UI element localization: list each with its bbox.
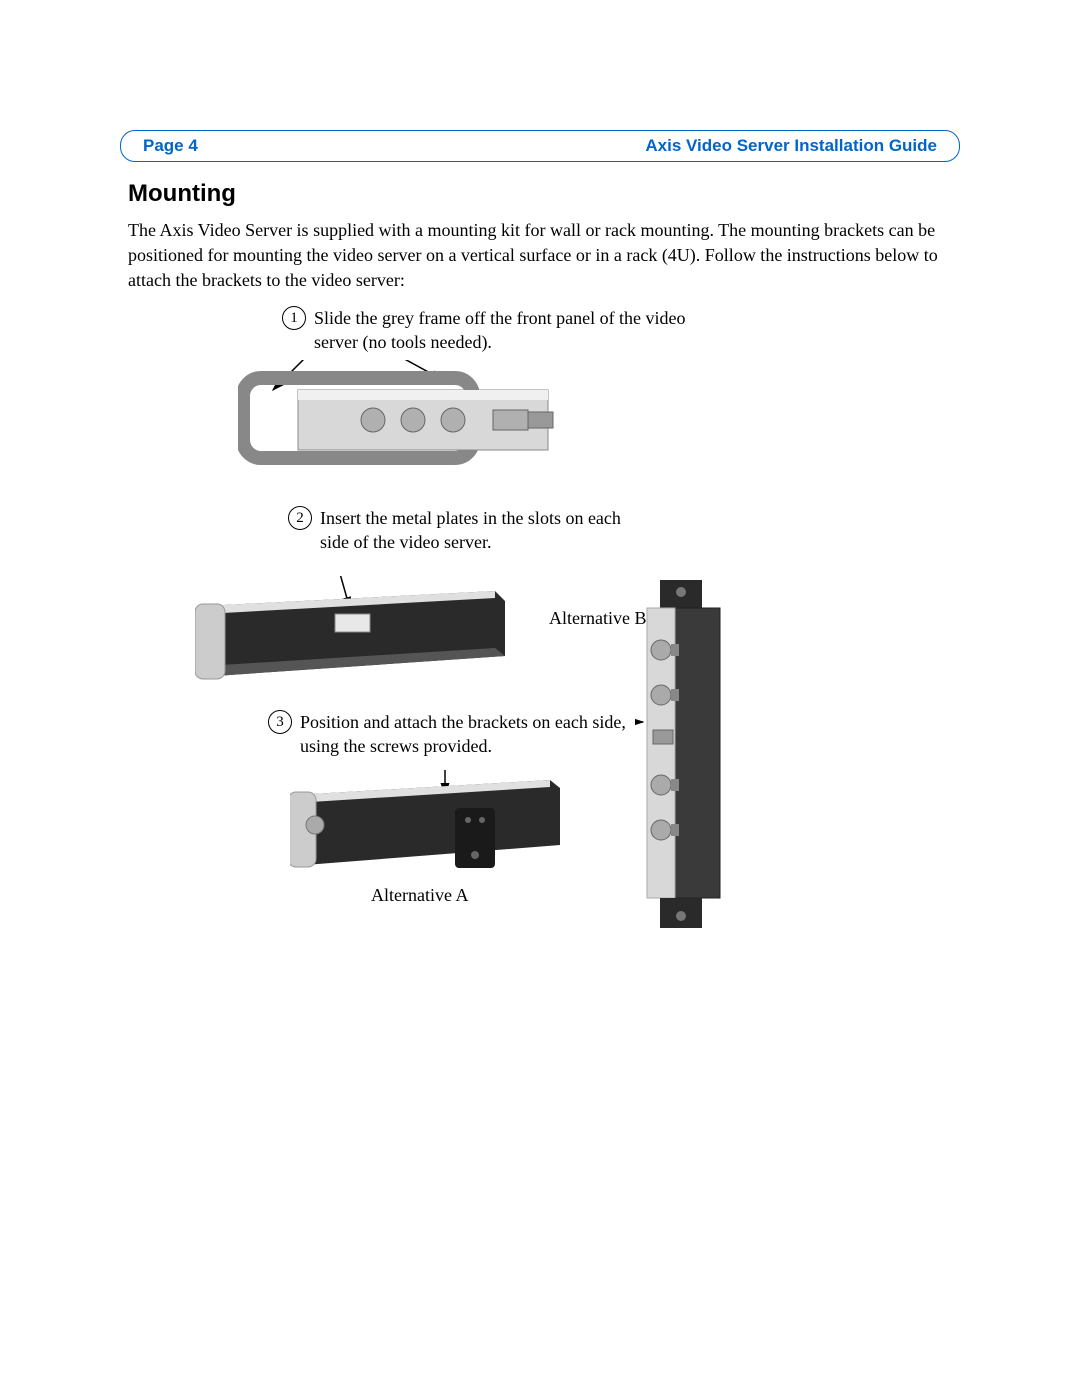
step-2-number: 2 xyxy=(288,506,312,530)
intro-paragraph: The Axis Video Server is supplied with a… xyxy=(128,218,952,294)
page-number: Page 4 xyxy=(143,136,198,156)
section-title: Mounting xyxy=(128,180,236,208)
figure-alternative-a xyxy=(290,770,580,880)
header-bar: Page 4 Axis Video Server Installation Gu… xyxy=(120,130,960,162)
alternative-b-label: Alternative B xyxy=(549,608,646,629)
step-3-number: 3 xyxy=(268,710,292,734)
step-2-text: Insert the metal plates in the slots on … xyxy=(320,506,640,555)
step-1-number: 1 xyxy=(282,306,306,330)
document-title: Axis Video Server Installation Guide xyxy=(645,136,937,156)
step-3: 3 Position and attach the brackets on ea… xyxy=(268,710,640,759)
figure-step-2 xyxy=(195,576,525,691)
step-1-text: Slide the grey frame off the front panel… xyxy=(314,306,714,355)
figure-alternative-b xyxy=(635,580,725,930)
step-2: 2 Insert the metal plates in the slots o… xyxy=(288,506,640,555)
figure-step-1 xyxy=(238,360,568,480)
step-3-text: Position and attach the brackets on each… xyxy=(300,710,640,759)
alternative-a-label: Alternative A xyxy=(371,885,468,906)
step-1: 1 Slide the grey frame off the front pan… xyxy=(282,306,714,355)
